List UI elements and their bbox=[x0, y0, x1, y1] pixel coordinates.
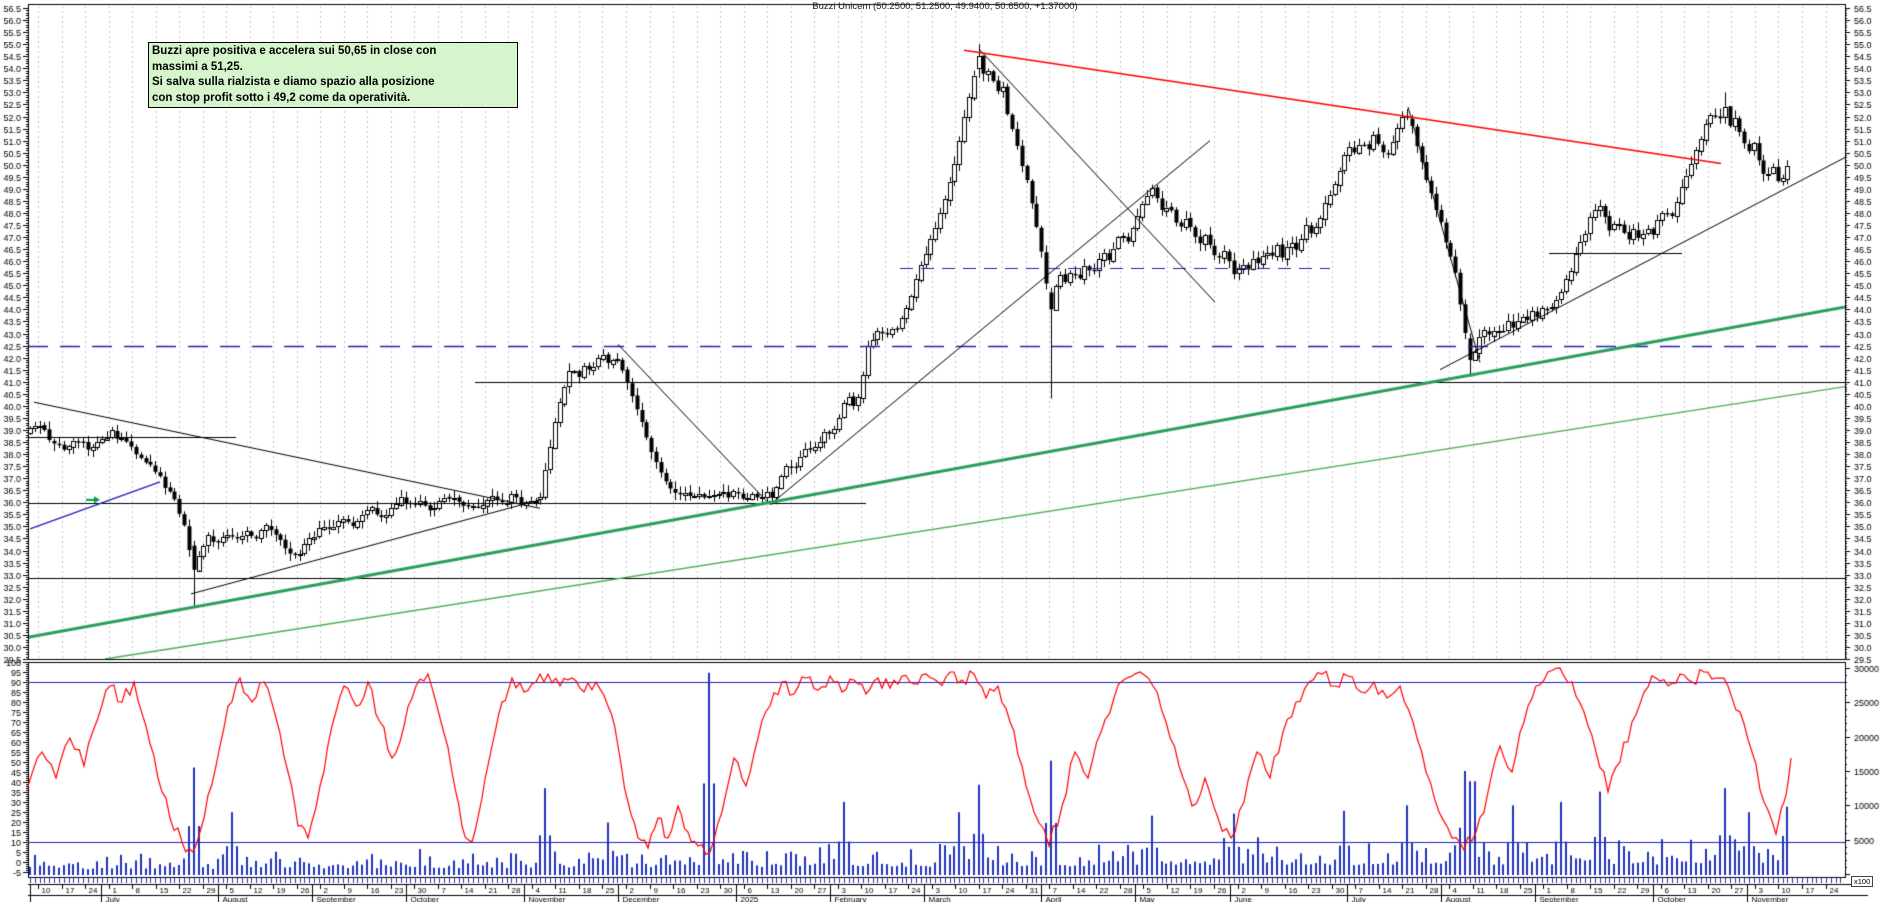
annotation-note-box[interactable]: Buzzi apre positiva e accelera sui 50,65… bbox=[148, 42, 518, 108]
annotation-line: Buzzi apre positiva e accelera sui 50,65… bbox=[152, 45, 437, 57]
annotation-line: massimi a 51,25. bbox=[152, 60, 243, 73]
annotation-line: Si salva sulla rialzista e diamo spazio … bbox=[152, 76, 435, 88]
annotation-line: con stop profit sotto i 49,2 come da ope… bbox=[152, 91, 411, 104]
volume-unit-badge: x100 bbox=[1851, 876, 1874, 887]
chart-title: Buzzi Unicem (50.2500, 51.2500, 49.9400,… bbox=[812, 1, 1078, 12]
